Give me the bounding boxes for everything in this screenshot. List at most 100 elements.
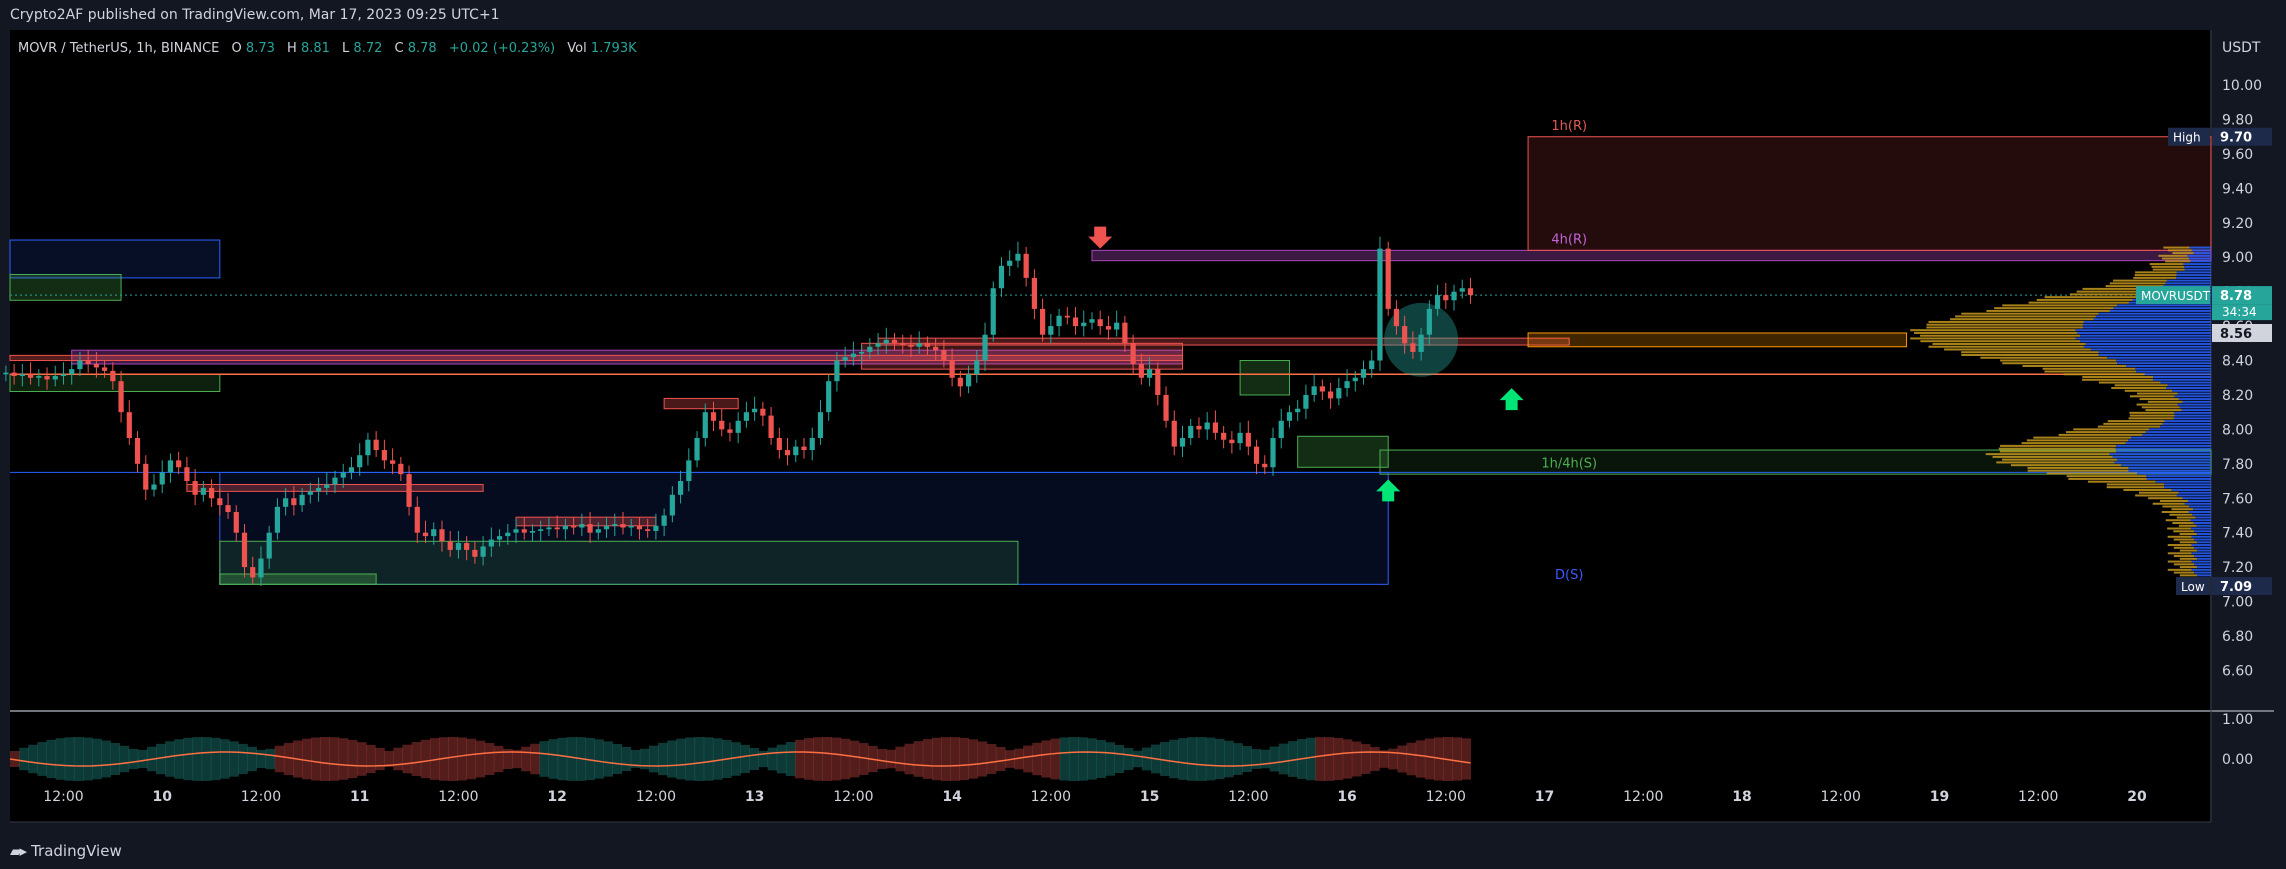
profile-bar xyxy=(2080,334,2211,337)
candle-body xyxy=(562,525,568,530)
profile-bar xyxy=(2139,398,2179,401)
profile-bar xyxy=(2159,499,2189,502)
profile-bar xyxy=(2117,362,2211,365)
oscillator-band xyxy=(1050,738,1061,780)
candle-body xyxy=(439,529,445,542)
profile-bar xyxy=(2085,342,2211,345)
x-tick-label: 12 xyxy=(547,789,566,805)
price-tag-badge xyxy=(2168,127,2210,146)
oscillator-band xyxy=(46,739,57,779)
y-tick-label: 6.80 xyxy=(2222,629,2253,645)
candle-body xyxy=(143,463,149,490)
candle-body xyxy=(1048,326,1054,335)
candle-body xyxy=(867,346,873,352)
profile-bar xyxy=(2178,524,2197,527)
profile-bar xyxy=(2177,403,2211,406)
zone-green-left xyxy=(9,273,122,301)
oscillator-band xyxy=(813,737,823,781)
zone-label: 1h(R) xyxy=(1551,119,1587,134)
oscillator-band xyxy=(165,741,175,777)
oscillator-band xyxy=(484,743,495,775)
profile-bar xyxy=(2173,555,2195,558)
profile-bar xyxy=(2193,508,2211,511)
oscillator-band xyxy=(1315,737,1325,781)
oscillator-band xyxy=(311,737,321,781)
profile-bar xyxy=(2172,522,2194,525)
candle-body xyxy=(521,529,527,533)
candle-body xyxy=(603,525,610,530)
profile-bar xyxy=(1961,351,2099,354)
price-axis[interactable]: 10.009.809.609.409.209.008.808.608.408.2… xyxy=(2222,78,2262,768)
profile-bar xyxy=(2173,530,2195,533)
profile-bar xyxy=(2176,494,2211,497)
x-tick-label: 19 xyxy=(1930,789,1949,805)
profile-bar xyxy=(2162,422,2211,425)
oscillator-band xyxy=(1342,739,1353,779)
oscillator-band xyxy=(110,742,121,776)
profile-bar xyxy=(2151,265,2185,268)
profile-bar xyxy=(2002,362,2118,365)
oscillator-band xyxy=(594,739,604,779)
candle-body xyxy=(850,353,856,358)
x-tick-label: 12:00 xyxy=(1821,789,1861,805)
profile-bar xyxy=(2174,411,2211,414)
price-chart[interactable]: 1h(R) 4h(R) 1h/4h(S) D(S) 10.00 9.80 9.60 9.40… xyxy=(0,30,2286,832)
zone-green-low-2 xyxy=(219,573,377,585)
signal-arrows xyxy=(1088,226,1524,502)
oscillator-band xyxy=(1306,737,1316,781)
time-axis[interactable]: 12:00 10 12:00 11 12:00 12 12:00 13 12:00 14 12:00… xyxy=(43,789,2147,805)
oscillator-band xyxy=(1160,741,1170,777)
profile-bar xyxy=(1926,326,2083,329)
profile-bar xyxy=(2115,447,2211,450)
profile-bar xyxy=(2098,381,2161,384)
axis-price-value: 8.78 xyxy=(2220,289,2252,304)
profile-bar xyxy=(2192,513,2211,516)
oscillator-band xyxy=(858,743,869,775)
candle-body xyxy=(784,450,791,456)
profile-bar xyxy=(2136,403,2178,406)
oscillator-band xyxy=(895,746,906,772)
oscillator-band xyxy=(238,743,248,775)
candle-body xyxy=(505,532,511,537)
profile-bar xyxy=(2129,411,2175,414)
oscillator-band xyxy=(356,742,367,776)
candle-body xyxy=(390,460,396,464)
profile-bar xyxy=(2082,378,2153,381)
profile-bar xyxy=(2193,522,2211,525)
profile-bar xyxy=(2114,461,2211,464)
candle-body xyxy=(176,460,182,468)
oscillator-band xyxy=(1187,737,1198,781)
candle-body xyxy=(554,527,560,530)
x-tick-label: 12:00 xyxy=(43,789,83,805)
profile-bar xyxy=(1998,447,2116,450)
legend-close-label: C xyxy=(395,41,404,56)
x-tick-label: 20 xyxy=(2127,789,2147,805)
candle-body xyxy=(875,343,881,347)
profile-bar xyxy=(2196,524,2211,527)
price-tag-label: MOVRUSDT xyxy=(2141,289,2211,303)
candle-body xyxy=(636,525,643,530)
candle-body xyxy=(702,412,708,438)
candle-body xyxy=(208,487,215,499)
oscillator-band xyxy=(384,750,394,768)
profile-bar xyxy=(1980,356,2108,359)
tradingview-logo[interactable]: ▰▸ TradingView xyxy=(10,842,122,860)
profile-bar xyxy=(2190,260,2211,263)
candle-body xyxy=(241,532,248,568)
candle-body xyxy=(1056,315,1062,327)
profile-bar xyxy=(2168,249,2192,252)
profile-bar xyxy=(2190,519,2211,522)
profile-bar xyxy=(2131,436,2211,439)
candle-body xyxy=(571,525,577,528)
candle-body xyxy=(694,438,700,461)
y-tick-label: 8.40 xyxy=(2222,354,2253,370)
candle-body xyxy=(184,467,190,482)
profile-bar xyxy=(2135,271,2177,274)
profile-bar xyxy=(2090,348,2211,351)
profile-bar xyxy=(2112,455,2211,458)
oscillator-band xyxy=(539,741,550,777)
profile-bar xyxy=(2124,389,2173,392)
profile-bar xyxy=(2028,301,2129,304)
oscillator-band xyxy=(822,737,833,781)
candle-body xyxy=(192,481,198,495)
